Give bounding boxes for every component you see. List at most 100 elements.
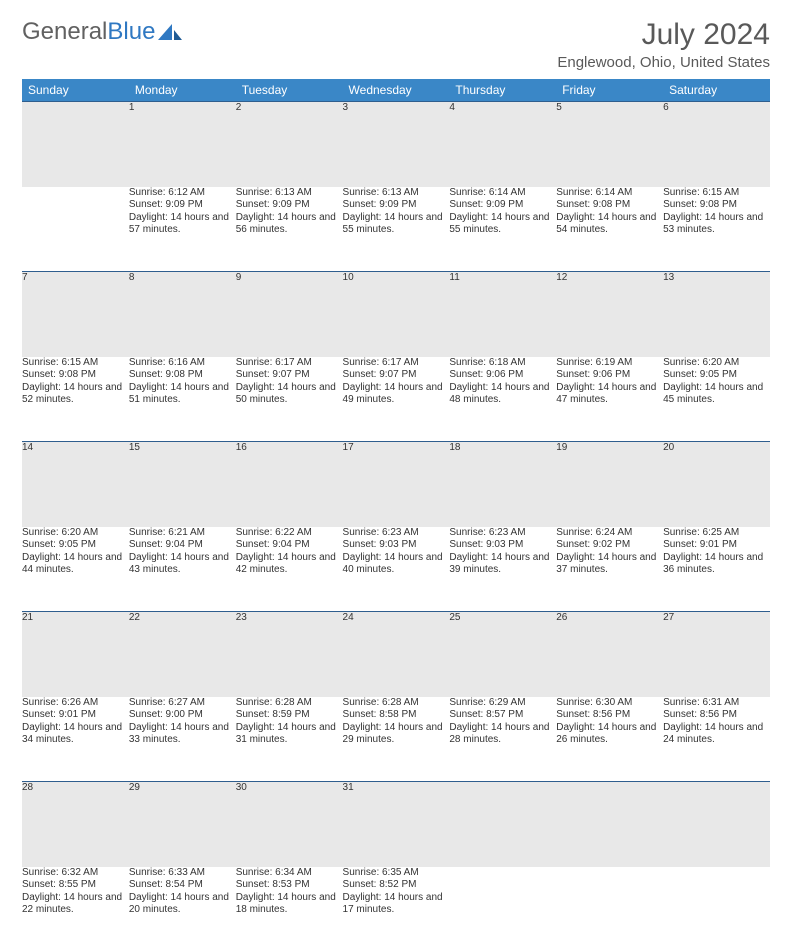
sunset-line: Sunset: 9:00 PM [129,709,236,722]
daylight-line: Daylight: 14 hours and 44 minutes. [22,552,129,577]
day-content-cell: Sunrise: 6:24 AMSunset: 9:02 PMDaylight:… [556,527,663,612]
day-content-cell: Sunrise: 6:29 AMSunset: 8:57 PMDaylight:… [449,697,556,782]
sunset-line: Sunset: 9:06 PM [449,369,556,382]
sunrise-line: Sunrise: 6:22 AM [236,527,343,540]
day-number-cell: 24 [343,612,450,697]
day-number-cell: 14 [22,442,129,527]
day-number-cell: 12 [556,272,663,357]
sunset-line: Sunset: 8:59 PM [236,709,343,722]
daylight-line: Daylight: 14 hours and 56 minutes. [236,212,343,237]
day-content-cell: Sunrise: 6:16 AMSunset: 9:08 PMDaylight:… [129,357,236,442]
sunset-line: Sunset: 8:56 PM [556,709,663,722]
daylight-line: Daylight: 14 hours and 17 minutes. [343,892,450,917]
day-content-cell: Sunrise: 6:19 AMSunset: 9:06 PMDaylight:… [556,357,663,442]
sunset-line: Sunset: 8:58 PM [343,709,450,722]
daylight-line: Daylight: 14 hours and 22 minutes. [22,892,129,917]
sunset-line: Sunset: 8:57 PM [449,709,556,722]
day-number-cell: 19 [556,442,663,527]
day-content-cell: Sunrise: 6:17 AMSunset: 9:07 PMDaylight:… [343,357,450,442]
day-number-cell: 3 [343,102,450,187]
day-number-cell: 13 [663,272,770,357]
day-number-row: 28293031 [22,782,770,867]
sunrise-line: Sunrise: 6:13 AM [343,187,450,200]
day-content-cell [556,867,663,952]
sunset-line: Sunset: 9:07 PM [236,369,343,382]
sunrise-line: Sunrise: 6:28 AM [236,697,343,710]
logo-text-blue: Blue [107,18,155,46]
day-content-row: Sunrise: 6:20 AMSunset: 9:05 PMDaylight:… [22,527,770,612]
sunrise-line: Sunrise: 6:26 AM [22,697,129,710]
day-number-cell: 2 [236,102,343,187]
day-number-cell: 21 [22,612,129,697]
sunset-line: Sunset: 9:08 PM [663,199,770,212]
weekday-header: Friday [556,79,663,102]
day-content-cell: Sunrise: 6:30 AMSunset: 8:56 PMDaylight:… [556,697,663,782]
day-content-cell: Sunrise: 6:31 AMSunset: 8:56 PMDaylight:… [663,697,770,782]
day-number-cell: 26 [556,612,663,697]
sunset-line: Sunset: 9:08 PM [129,369,236,382]
day-content-cell: Sunrise: 6:28 AMSunset: 8:58 PMDaylight:… [343,697,450,782]
daylight-line: Daylight: 14 hours and 18 minutes. [236,892,343,917]
sunset-line: Sunset: 9:03 PM [449,539,556,552]
day-number-cell: 5 [556,102,663,187]
sunrise-line: Sunrise: 6:20 AM [22,527,129,540]
logo: GeneralBlue [22,18,184,46]
sunset-line: Sunset: 9:09 PM [236,199,343,212]
daylight-line: Daylight: 14 hours and 33 minutes. [129,722,236,747]
daylight-line: Daylight: 14 hours and 39 minutes. [449,552,556,577]
day-number-cell: 7 [22,272,129,357]
sunset-line: Sunset: 8:56 PM [663,709,770,722]
sunset-line: Sunset: 9:08 PM [22,369,129,382]
day-number-cell: 4 [449,102,556,187]
day-number-cell: 25 [449,612,556,697]
daylight-line: Daylight: 14 hours and 49 minutes. [343,382,450,407]
day-content-cell: Sunrise: 6:17 AMSunset: 9:07 PMDaylight:… [236,357,343,442]
daylight-line: Daylight: 14 hours and 45 minutes. [663,382,770,407]
daylight-line: Daylight: 14 hours and 20 minutes. [129,892,236,917]
daylight-line: Daylight: 14 hours and 40 minutes. [343,552,450,577]
day-number-row: 123456 [22,102,770,187]
day-number-cell: 27 [663,612,770,697]
month-title: July 2024 [557,18,770,52]
day-number-cell: 8 [129,272,236,357]
logo-text-gray: General [22,18,107,46]
sunset-line: Sunset: 9:01 PM [22,709,129,722]
day-number-cell: 1 [129,102,236,187]
sunrise-line: Sunrise: 6:15 AM [663,187,770,200]
title-block: July 2024 Englewood, Ohio, United States [557,18,770,71]
sunrise-line: Sunrise: 6:14 AM [449,187,556,200]
day-number-cell: 28 [22,782,129,867]
sunset-line: Sunset: 9:09 PM [129,199,236,212]
day-content-cell: Sunrise: 6:13 AMSunset: 9:09 PMDaylight:… [236,187,343,272]
daylight-line: Daylight: 14 hours and 28 minutes. [449,722,556,747]
day-content-cell: Sunrise: 6:14 AMSunset: 9:08 PMDaylight:… [556,187,663,272]
day-number-cell: 23 [236,612,343,697]
day-content-cell: Sunrise: 6:15 AMSunset: 9:08 PMDaylight:… [22,357,129,442]
day-content-row: Sunrise: 6:32 AMSunset: 8:55 PMDaylight:… [22,867,770,952]
day-number-row: 21222324252627 [22,612,770,697]
daylight-line: Daylight: 14 hours and 57 minutes. [129,212,236,237]
day-content-cell: Sunrise: 6:15 AMSunset: 9:08 PMDaylight:… [663,187,770,272]
sunrise-line: Sunrise: 6:25 AM [663,527,770,540]
logo-sail-icon [158,22,184,42]
daylight-line: Daylight: 14 hours and 55 minutes. [343,212,450,237]
daylight-line: Daylight: 14 hours and 43 minutes. [129,552,236,577]
day-content-row: Sunrise: 6:12 AMSunset: 9:09 PMDaylight:… [22,187,770,272]
daylight-line: Daylight: 14 hours and 55 minutes. [449,212,556,237]
sunrise-line: Sunrise: 6:34 AM [236,867,343,880]
day-number-cell: 11 [449,272,556,357]
day-content-cell: Sunrise: 6:23 AMSunset: 9:03 PMDaylight:… [449,527,556,612]
day-content-cell: Sunrise: 6:12 AMSunset: 9:09 PMDaylight:… [129,187,236,272]
day-content-cell: Sunrise: 6:18 AMSunset: 9:06 PMDaylight:… [449,357,556,442]
sunset-line: Sunset: 9:05 PM [22,539,129,552]
day-content-cell: Sunrise: 6:28 AMSunset: 8:59 PMDaylight:… [236,697,343,782]
sunset-line: Sunset: 8:54 PM [129,879,236,892]
day-content-cell: Sunrise: 6:22 AMSunset: 9:04 PMDaylight:… [236,527,343,612]
sunrise-line: Sunrise: 6:18 AM [449,357,556,370]
daylight-line: Daylight: 14 hours and 26 minutes. [556,722,663,747]
day-number-cell: 20 [663,442,770,527]
day-number-cell: 18 [449,442,556,527]
day-number-cell: 22 [129,612,236,697]
weekday-header-row: Sunday Monday Tuesday Wednesday Thursday… [22,79,770,102]
calendar-table: Sunday Monday Tuesday Wednesday Thursday… [22,79,770,952]
